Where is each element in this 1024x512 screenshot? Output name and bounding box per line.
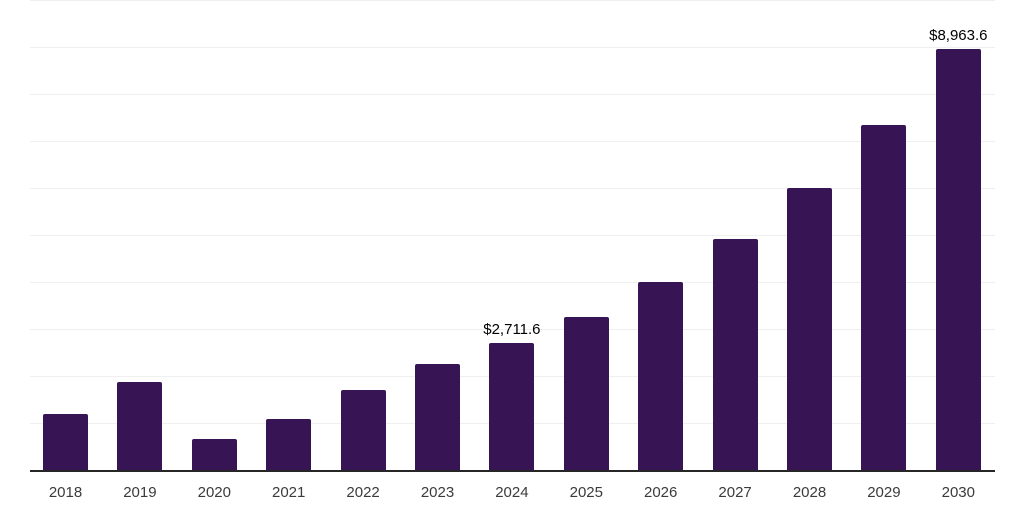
bar-2027	[712, 238, 758, 470]
data-label-2030: $8,963.6	[929, 26, 988, 44]
bar-2025	[563, 317, 609, 470]
bar-2028	[787, 188, 832, 470]
x-axis-label-2024: 2024	[495, 484, 529, 501]
x-axis-label-2018: 2018	[48, 484, 83, 501]
bar-2029	[861, 124, 907, 470]
x-axis-label-2029: 2029	[867, 484, 901, 501]
x-axis-label-2019: 2019	[123, 484, 157, 501]
gridline-7000	[30, 141, 995, 142]
x-axis-label-2027: 2027	[718, 484, 752, 501]
bar-2026	[638, 282, 684, 470]
bar-2024	[489, 342, 535, 470]
bar-2021	[266, 419, 312, 470]
x-axis-label-2020: 2020	[197, 484, 231, 501]
x-axis-label-2022: 2022	[346, 484, 380, 501]
gridline-5000	[30, 235, 995, 236]
x-axis-label-2023: 2023	[420, 484, 455, 501]
bar-2022	[340, 390, 386, 470]
gridline-4000	[30, 282, 995, 283]
gridline-6000	[30, 188, 995, 189]
gridline-10000	[30, 0, 995, 1]
bar-2020	[191, 438, 237, 470]
x-axis-label-2025: 2025	[569, 484, 603, 501]
x-axis-line	[30, 470, 995, 472]
gridline-8000	[30, 94, 995, 95]
x-axis-label-2030: 2030	[941, 484, 975, 501]
x-axis-label-2026: 2026	[644, 484, 678, 501]
gridline-3000	[30, 329, 995, 330]
bar-2030	[935, 48, 981, 470]
gridline-9000	[30, 47, 995, 48]
bar-2023	[415, 364, 460, 470]
bar-2019	[117, 382, 163, 470]
data-label-2024: $2,711.6	[483, 320, 541, 338]
chart-plot-area: 2018 2019 2020 2021 2022 2023 2024 $2,711.6 2025…	[30, 0, 995, 512]
x-axis-label-2021: 2021	[272, 484, 306, 501]
bar-2018	[43, 414, 88, 470]
x-axis-label-2028: 2028	[792, 484, 827, 501]
